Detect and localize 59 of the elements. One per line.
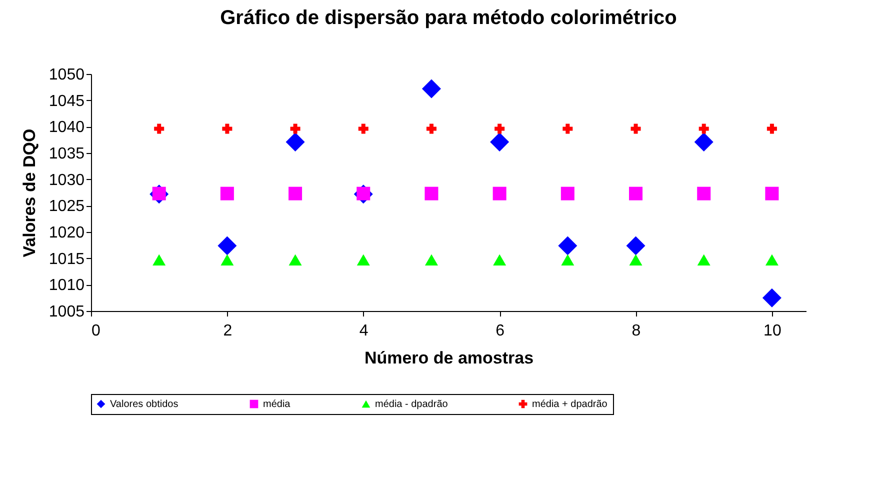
y-tick-label: 1010 (48, 277, 85, 294)
y-tick-label: 1045 (48, 92, 85, 110)
point (562, 124, 573, 134)
point (358, 124, 368, 134)
y-tick-label: 1035 (48, 146, 85, 162)
point (766, 124, 777, 134)
point (490, 132, 510, 152)
x-axis-title: Número de amostras (364, 348, 534, 368)
y-tick-label: 1040 (48, 119, 85, 136)
y-tick-label: 1025 (48, 198, 85, 216)
point (494, 124, 505, 134)
point (561, 254, 574, 266)
point (762, 288, 782, 308)
x-tick-label: 4 (359, 322, 368, 340)
point (560, 186, 574, 200)
point (424, 186, 438, 200)
point (426, 124, 436, 134)
point (424, 254, 438, 266)
point (697, 186, 711, 200)
point (218, 236, 237, 256)
point (356, 254, 370, 266)
chart-title: Gráfico de dispersão para método colorimétrico (220, 7, 677, 29)
x-tick-label: 6 (496, 322, 505, 340)
x-tick-label: 0 (92, 322, 100, 340)
y-tick-label: 1030 (48, 172, 85, 189)
point (222, 124, 232, 134)
x-tick-label: 8 (632, 322, 641, 340)
point (286, 132, 305, 152)
legend-label: média (263, 399, 291, 410)
x-tick-label: 2 (223, 322, 232, 340)
point (220, 254, 234, 266)
legend-label: Valores obtidos (110, 399, 178, 410)
point (288, 254, 302, 266)
point (629, 254, 642, 266)
point (629, 186, 643, 200)
point (288, 186, 302, 200)
point (493, 254, 506, 266)
point (698, 124, 709, 134)
point (492, 186, 506, 200)
point (290, 124, 300, 134)
point (152, 254, 166, 266)
point (154, 124, 164, 134)
point (765, 254, 778, 266)
point (765, 186, 779, 200)
x-tick-label: 10 (764, 322, 782, 340)
legend-label: média - dpadrão (375, 399, 448, 410)
y-tick-label: 1015 (48, 250, 85, 268)
legend-label: média + dpadrão (532, 399, 608, 410)
y-axis-title: Valores de DQO (20, 128, 39, 258)
point (697, 254, 710, 266)
point (220, 186, 234, 200)
y-tick-label: 1020 (48, 224, 85, 242)
point (626, 236, 646, 256)
point (694, 132, 714, 152)
point (422, 79, 441, 98)
point (558, 236, 578, 256)
point (630, 124, 641, 134)
y-tick-label: 1050 (48, 66, 85, 84)
y-tick-label: 1005 (48, 304, 85, 320)
